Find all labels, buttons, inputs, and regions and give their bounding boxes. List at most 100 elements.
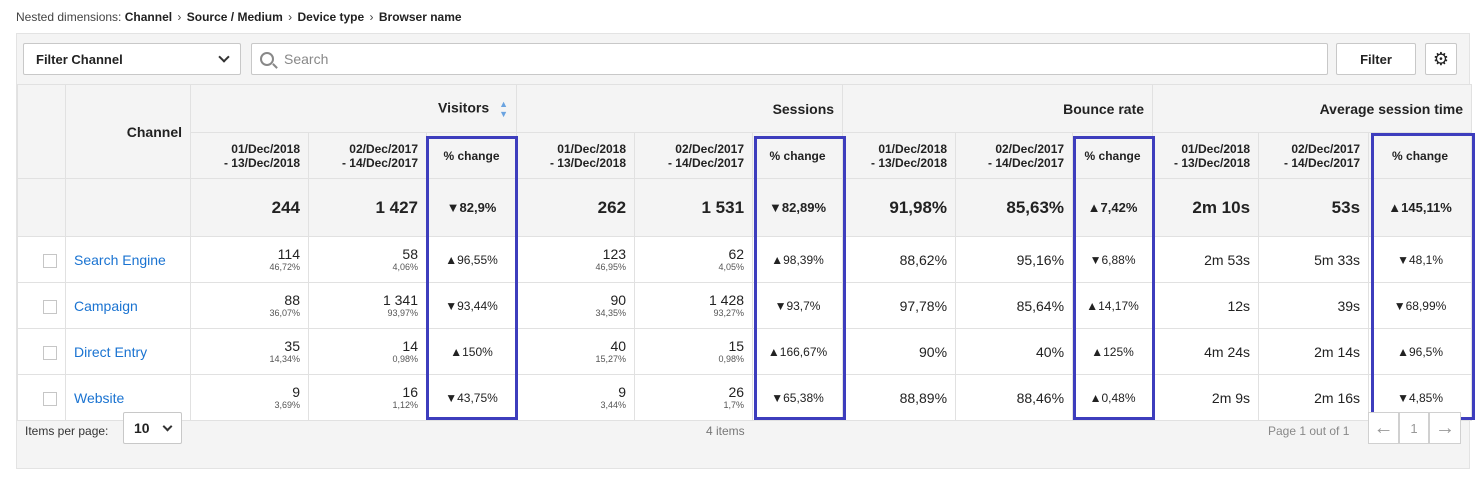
bounce-rate-header[interactable]: Bounce rate [842,84,1154,133]
total-cell: 262 [516,178,636,237]
visitors-range-b-header[interactable]: 02/Dec/2017- 14/Dec/2017 [308,132,427,179]
bounce-a-cell: 97,78% [842,282,957,329]
channel-link[interactable]: Campaign [74,297,138,314]
value: 9 [292,383,300,400]
avg-a-cell: 12s [1152,282,1260,329]
sessions-change-cell: ▼93,7% [752,282,844,329]
avg-a-cell: 2m 53s [1152,236,1260,283]
visitors-change-header[interactable]: % change [425,132,518,179]
bounce-a-cell: 88,62% [842,236,957,283]
breadcrumb-browser-name[interactable]: Browser name [378,10,462,24]
channel-header[interactable]: Channel [65,84,191,179]
avg-b-cell: 5m 33s [1258,236,1370,283]
sessions-range-b-header[interactable]: 02/Dec/2017- 14/Dec/2017 [634,132,754,179]
items-per-page-select[interactable]: 10 [123,412,182,444]
items-count: 4 items [706,424,745,438]
sessions-b-cell: 62 4,05% [634,236,754,283]
value: 1 341 [382,291,418,308]
row-checkbox[interactable] [43,345,57,360]
range-line: 01/Dec/2018 [231,141,300,156]
breadcrumb-channel[interactable]: Channel [124,10,173,24]
breadcrumb-separator: › [288,10,293,24]
avg-b-cell: 39s [1258,282,1370,329]
value: 90 [610,291,627,308]
visitors-range-a-header[interactable]: 01/Dec/2018- 13/Dec/2018 [190,132,309,179]
search-input[interactable] [284,51,1327,67]
value: 15 [728,337,745,354]
share: 4,06% [392,261,418,272]
share: 46,95% [595,261,627,272]
chevron-down-icon [162,421,173,431]
sessions-b-cell: 1 428 93,27% [634,282,754,329]
total-change-cell: ▲7,42% [1072,178,1154,237]
avg-b-cell: 2m 16s [1258,374,1370,421]
sessions-change-cell: ▲166,67% [752,328,844,375]
page-number-button[interactable]: 1 [1399,412,1429,444]
filter-channel-select[interactable]: Filter Channel [23,43,241,75]
value: 88 [284,291,300,308]
items-per-page-value: 10 [134,420,150,436]
bounce-range-a-header[interactable]: 01/Dec/2018- 13/Dec/2018 [842,132,957,179]
breadcrumb-source-medium[interactable]: Source / Medium [186,10,283,24]
filter-button[interactable]: Filter [1336,43,1416,75]
share: 1,7% [723,399,745,410]
next-page-button[interactable]: → [1429,412,1461,444]
sessions-change-header[interactable]: % change [752,132,844,179]
row-checkbox[interactable] [43,391,57,406]
table-body: Search Engine 114 46,72% 58 4,06% ▲96,55% 123 4… [17,236,1473,421]
visitors-header[interactable]: Visitors ▲ ▼ [189,84,518,133]
sessions-header[interactable]: Sessions [516,84,844,133]
range-line: - 14/Dec/2017 [341,155,418,170]
share: 46,72% [269,261,300,272]
channel-cell: Search Engine [65,236,191,283]
pagination-bar: Items per page: 10 4 items Page 1 out of… [17,402,1471,468]
total-cell: 91,98% [842,178,957,237]
bounce-b-cell: 88,46% [955,374,1074,421]
filter-channel-label: Filter Channel [36,51,123,67]
table-row: Campaign 88 36,07% 1 341 93,97% ▼93,44% 90 34,3… [17,282,1473,329]
search-box[interactable] [251,43,1328,75]
total-cell: 53s [1258,178,1370,237]
avg-b-cell: 2m 14s [1258,328,1370,375]
avg-range-a-header[interactable]: 01/Dec/2018- 13/Dec/2018 [1152,132,1260,179]
range-line: 01/Dec/2018 [557,141,627,156]
bounce-change-header[interactable]: % change [1072,132,1154,179]
sessions-range-a-header[interactable]: 01/Dec/2018- 13/Dec/2018 [516,132,636,179]
page-info: Page 1 out of 1 [1268,424,1350,438]
channel-link[interactable]: Direct Entry [74,343,148,360]
totals-row: 244 1 427 ▼82,9% 262 1 531 ▼82,89% 91,98… [17,178,1473,237]
average-session-time-header[interactable]: Average session time [1152,84,1473,133]
range-line: - 13/Dec/2018 [870,155,948,170]
breadcrumb: Nested dimensions: Channel › Source / Me… [16,10,462,24]
share: 14,34% [269,353,300,364]
row-checkbox[interactable] [43,299,57,314]
value: 35 [284,337,300,354]
range-line: 02/Dec/2017 [675,141,745,156]
sessions-a-cell: 9 3,44% [516,374,636,421]
share: 3,69% [274,399,300,410]
total-cell: 85,63% [955,178,1074,237]
total-cell: 1 531 [634,178,754,237]
value: 9 [618,383,627,400]
share: 93,27% [713,307,745,318]
bounce-change-cell: ▲125% [1072,328,1154,375]
bounce-range-b-header[interactable]: 02/Dec/2017- 14/Dec/2017 [955,132,1074,179]
breadcrumb-device-type[interactable]: Device type [297,10,365,24]
range-line: 01/Dec/2018 [1181,141,1251,156]
settings-button[interactable]: ⚙ [1425,43,1457,75]
channel-link[interactable]: Website [74,389,125,406]
share: 0,98% [718,353,745,364]
previous-page-button[interactable]: ← [1368,412,1399,444]
total-change-cell: ▼82,9% [425,178,518,237]
visitors-b-cell: 1 341 93,97% [308,282,427,329]
totals-channel-cell [65,178,191,237]
avg-range-b-header[interactable]: 02/Dec/2017- 14/Dec/2017 [1258,132,1370,179]
range-line: - 14/Dec/2017 [667,155,745,170]
bounce-a-cell: 88,89% [842,374,957,421]
row-checkbox[interactable] [43,253,57,268]
visitors-header-label: Visitors [438,99,490,116]
visitors-b-cell: 16 1,12% [308,374,427,421]
channel-link[interactable]: Search Engine [74,251,166,268]
avg-change-header[interactable]: % change [1368,132,1473,179]
share: 15,27% [595,353,627,364]
